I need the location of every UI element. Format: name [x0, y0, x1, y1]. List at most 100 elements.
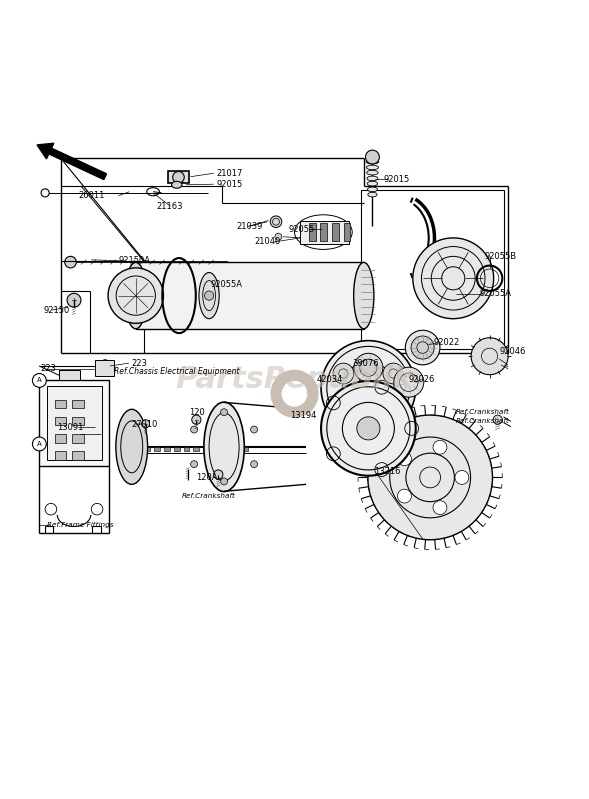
Bar — [193, 447, 199, 451]
Circle shape — [65, 256, 77, 268]
Circle shape — [191, 426, 197, 433]
Circle shape — [101, 365, 109, 373]
Circle shape — [358, 407, 379, 427]
Bar — [48, 386, 102, 460]
Bar — [39, 380, 108, 466]
Circle shape — [383, 363, 404, 384]
Text: 92026: 92026 — [409, 375, 435, 384]
Text: Ref.Crankshaft: Ref.Crankshaft — [456, 419, 510, 424]
Circle shape — [357, 417, 380, 440]
Circle shape — [275, 233, 282, 240]
Bar — [343, 224, 350, 240]
Circle shape — [398, 489, 411, 503]
Circle shape — [250, 461, 257, 467]
Bar — [332, 224, 339, 240]
Ellipse shape — [125, 262, 147, 329]
Text: 21040: 21040 — [254, 237, 280, 246]
Bar — [167, 172, 190, 183]
Bar — [233, 447, 239, 451]
Bar — [174, 447, 180, 451]
Ellipse shape — [368, 187, 378, 192]
Text: 13216: 13216 — [374, 467, 401, 476]
Circle shape — [433, 501, 447, 515]
Circle shape — [191, 461, 197, 467]
Text: 120A: 120A — [196, 473, 218, 482]
Circle shape — [471, 338, 508, 375]
Text: Ref.Frame Fittings: Ref.Frame Fittings — [48, 522, 114, 528]
Text: 92150: 92150 — [44, 305, 70, 315]
Bar — [243, 447, 249, 451]
Text: 26011: 26011 — [78, 191, 104, 201]
Ellipse shape — [366, 165, 379, 169]
Ellipse shape — [171, 181, 182, 189]
Text: 92055A: 92055A — [479, 289, 511, 298]
Circle shape — [455, 471, 469, 484]
Ellipse shape — [367, 176, 378, 181]
Circle shape — [354, 353, 383, 382]
Bar — [203, 447, 209, 451]
Circle shape — [321, 340, 416, 435]
Circle shape — [32, 437, 47, 451]
Text: A: A — [37, 441, 42, 447]
Text: 92015: 92015 — [384, 174, 410, 184]
Ellipse shape — [353, 262, 374, 329]
Circle shape — [67, 293, 81, 307]
Text: 92015: 92015 — [217, 180, 243, 189]
Circle shape — [141, 419, 150, 427]
Ellipse shape — [367, 181, 378, 186]
Circle shape — [250, 426, 257, 433]
Ellipse shape — [204, 402, 244, 491]
Bar — [55, 400, 67, 408]
Circle shape — [433, 440, 447, 454]
Ellipse shape — [366, 159, 379, 164]
Bar — [72, 400, 84, 408]
Text: 92055B: 92055B — [485, 252, 517, 260]
Text: 120: 120 — [190, 407, 205, 417]
Circle shape — [192, 415, 201, 424]
Circle shape — [101, 360, 109, 368]
Circle shape — [221, 478, 227, 485]
Bar — [72, 417, 84, 426]
Text: Ref.Chassis Electrical Equipment: Ref.Chassis Electrical Equipment — [114, 368, 240, 376]
Text: 92055: 92055 — [289, 225, 315, 234]
Text: 92022: 92022 — [433, 339, 459, 348]
Text: 21039: 21039 — [237, 222, 263, 231]
Text: A: A — [37, 377, 42, 384]
Text: 92150A: 92150A — [118, 256, 150, 265]
Text: 92055A: 92055A — [211, 280, 243, 288]
Bar — [184, 447, 190, 451]
Bar — [213, 447, 219, 451]
Bar — [144, 447, 150, 451]
Circle shape — [405, 330, 440, 365]
Bar — [72, 434, 84, 443]
Bar — [59, 370, 80, 380]
Text: 13091: 13091 — [57, 423, 83, 431]
Circle shape — [221, 409, 227, 415]
Bar — [154, 447, 160, 451]
Bar — [361, 190, 504, 348]
Ellipse shape — [199, 272, 219, 319]
Text: Ref.Crankshaft: Ref.Crankshaft — [456, 409, 510, 415]
Bar — [164, 447, 170, 451]
Bar — [95, 360, 114, 376]
Circle shape — [41, 189, 49, 197]
Circle shape — [108, 268, 164, 324]
Circle shape — [204, 291, 214, 300]
Circle shape — [398, 452, 411, 466]
Circle shape — [394, 368, 424, 397]
Circle shape — [173, 172, 184, 183]
Text: 92046: 92046 — [499, 347, 526, 356]
Text: PartsRepublik: PartsRepublik — [176, 365, 413, 394]
Text: 21017: 21017 — [217, 169, 243, 177]
Bar — [309, 224, 316, 240]
Circle shape — [214, 470, 223, 479]
FancyArrow shape — [37, 143, 107, 180]
Text: 21163: 21163 — [156, 201, 183, 211]
Circle shape — [32, 373, 47, 388]
Bar — [320, 224, 327, 240]
Text: 13194: 13194 — [290, 411, 316, 419]
Text: 223: 223 — [132, 359, 148, 368]
Circle shape — [368, 415, 492, 540]
Ellipse shape — [116, 409, 148, 484]
Circle shape — [413, 238, 494, 319]
